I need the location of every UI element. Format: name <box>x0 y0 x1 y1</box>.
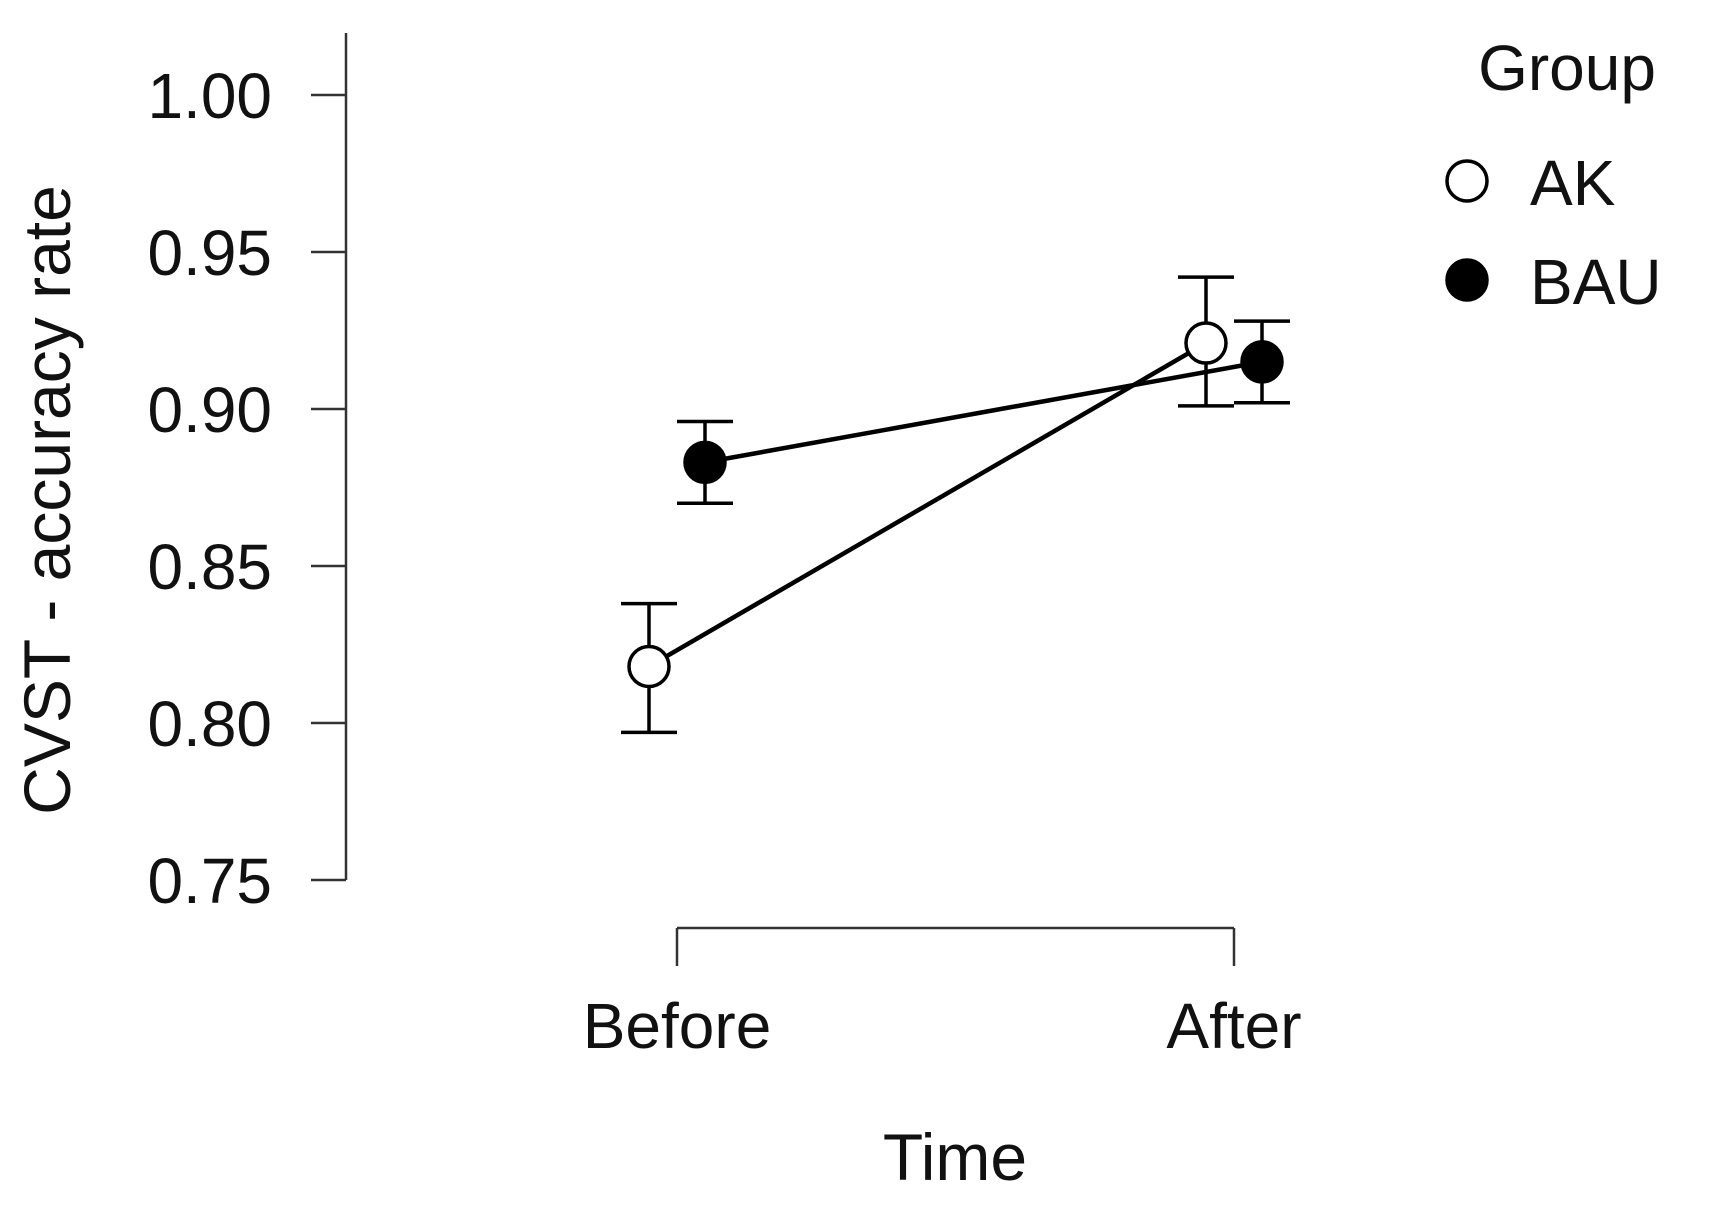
x-axis-title: Time <box>883 1120 1027 1194</box>
series-bau <box>677 319 1290 505</box>
legend-title: Group <box>1478 32 1656 104</box>
series-line <box>704 359 1263 465</box>
y-tick-label: 1.00 <box>147 60 272 132</box>
x-tick-label: After <box>1166 990 1301 1062</box>
legend-label: AK <box>1530 147 1615 219</box>
plot-area <box>621 275 1290 735</box>
data-point <box>683 440 727 485</box>
y-axis: 0.75 0.80 0.85 0.90 0.95 1.00 <box>147 33 348 917</box>
y-tick-label: 0.80 <box>147 688 272 760</box>
data-point <box>627 644 671 689</box>
y-tick-label: 0.75 <box>147 845 272 917</box>
y-tick-label: 0.95 <box>147 217 272 289</box>
y-tick-label: 0.85 <box>147 531 272 603</box>
data-point <box>1184 321 1228 365</box>
legend-marker <box>1445 159 1489 203</box>
x-axis: Before After <box>583 926 1302 1062</box>
x-tick-label: Before <box>583 990 772 1062</box>
series-ak <box>621 275 1234 735</box>
y-axis-title: CVST - accuracy rate <box>10 185 84 815</box>
legend-marker <box>1445 258 1489 302</box>
data-point <box>1240 340 1284 384</box>
y-tick-label: 0.90 <box>147 374 272 446</box>
legend: Group AK BAU <box>1445 32 1662 318</box>
series-line <box>647 341 1208 669</box>
legend-label: BAU <box>1530 246 1662 318</box>
